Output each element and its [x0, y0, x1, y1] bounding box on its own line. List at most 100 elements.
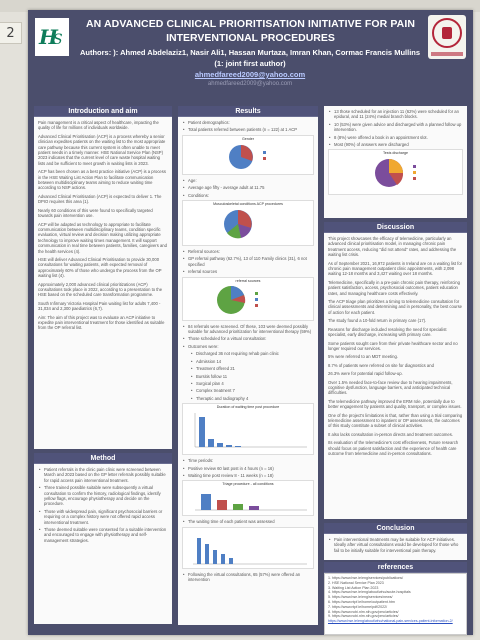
seal-banner [431, 52, 463, 56]
method-panel: Patient referrals in the clinic pain cli… [34, 464, 172, 624]
legend-swatch [263, 150, 266, 154]
conditions-chart: Musculoskeletal conditions ACP procedure… [182, 200, 314, 247]
chart-title: referral sources [235, 278, 261, 283]
contact-email-secondary: ahmedfareed2009@yahoo.com [207, 81, 293, 87]
discussion-paragraph: Telemedicine, specifically in a pre-pain… [328, 279, 460, 296]
results-line: Following the virtual consultations, 65 … [182, 572, 314, 583]
poster-header: H S AN ADVANCED CLINICAL PRIORITISATION … [28, 10, 473, 102]
conclusion-heading: Conclusion [324, 523, 467, 534]
bar [229, 557, 233, 564]
discussion-paragraph: Some patients sought care from their pri… [328, 340, 458, 351]
outcome-item: Bursitis follow 11 [190, 374, 314, 380]
legend-swatch [413, 171, 416, 175]
poster-title-line-2: INTERVENTIONAL PROCEDURES [166, 32, 335, 44]
pie-slice-gender-b [241, 144, 253, 161]
references-heading: references [324, 562, 467, 573]
outcome-item: Theraptic and radiography 4 [190, 396, 314, 402]
adjacent-poster-tab: 2 [0, 22, 22, 44]
discussion-panel: This project showcases the efficacy of t… [324, 233, 467, 519]
results-line: Waiting time post review 8 - 11 weeks (n… [182, 473, 314, 479]
wall-background [0, 0, 480, 12]
legend-swatch [413, 165, 416, 169]
results-line: Average age fifty - average adult at 11.… [182, 185, 314, 191]
pie-slice-discharge-c [389, 173, 404, 186]
legend-swatch [263, 156, 266, 160]
conclusion-panel: Pain interventional treatments may be su… [324, 534, 467, 560]
results-line: Time periods: [182, 458, 314, 464]
results-line: Total patients referred between patients… [182, 127, 314, 133]
legend-swatch [255, 297, 258, 301]
bar [197, 537, 201, 564]
discussion-heading: Discussion [324, 222, 467, 233]
svg-text:S: S [53, 32, 63, 48]
discussion-paragraph: As of September 2021, 16,972 patients in… [328, 260, 463, 277]
bar [201, 494, 211, 511]
results-line: Outcomes were: [182, 344, 314, 350]
results-line: GP referral pathway (62.7%), 13 of 110 F… [182, 256, 314, 267]
legend-swatch [255, 303, 258, 307]
poster-title-line-1: AN ADVANCED CLINICAL PRIORITISATION INIT… [85, 18, 416, 30]
results-line: The waiting time of each patient was ass… [182, 519, 314, 525]
results-bullet: 8 (8%) were offered a book in an appoint… [328, 135, 463, 141]
bar [217, 500, 227, 511]
reference-item: 5. https://www.hse.ie/eng/services/news/ [328, 595, 393, 600]
results-line: Age: [182, 178, 314, 184]
bar [205, 543, 209, 564]
svg-text:H: H [38, 25, 59, 49]
discussion-paragraph: 5% were referred to an MDT meeting. [328, 354, 398, 360]
reference-item: 8. https://www.ncbi.nlm.nih.gov/pmc/arti… [328, 609, 399, 614]
intro-paragraph: HSE will deliver Advanced Clinical Prior… [38, 256, 162, 279]
outcome-list: Discharged 36 not requiring rehab pain c… [182, 351, 314, 401]
outcome-item: Treatment offered 21 [190, 366, 314, 372]
discussion-paragraph: Its evaluation of the telemedicine's cos… [328, 440, 459, 456]
chart-title: Triage procedure - all conditions [222, 482, 274, 487]
pie-slice-conditions-d [227, 224, 241, 239]
bar [233, 504, 243, 511]
results-heading: Results [178, 106, 318, 117]
outcome-item: Discharged 36 not requiring rehab pain c… [190, 351, 314, 357]
reference-item: 1. https://www.hse.ie/eng/services/publi… [328, 576, 404, 580]
discussion-paragraph: The telemedicine pathway improved the ER… [328, 398, 462, 410]
intro-paragraph: ACP has been chosen as a best practice i… [38, 169, 166, 191]
results-line: Patient demographics: [182, 120, 314, 126]
referral-sources-chart: referral sources [182, 276, 314, 321]
discharge-pie-chart: Tests discharge [328, 149, 463, 196]
discussion-paragraph: 8.7% of patients were referred on site f… [328, 362, 434, 368]
discussion-paragraph: The study found a 10-fold return in prim… [328, 318, 427, 324]
results-bullet: Most (90%) of answers were discharged [328, 142, 463, 148]
pie-slice-referral-b [231, 285, 244, 300]
gender-chart: Gender [182, 134, 314, 175]
chart-title: Duration of waiting time post procedure [216, 405, 280, 410]
reference-link[interactable]: https://www.hse.ie/eng/about/who/nationa… [328, 619, 453, 624]
discussion-paragraph: One of the project's limitations is that… [328, 412, 463, 429]
hse-logo: H S [35, 18, 69, 56]
pie-slice-conditions-b [238, 210, 252, 229]
results-bullet: 13 those scheduled for an injection 11 (… [328, 109, 463, 120]
conclusion-bullet: Pain interventional treatments may be su… [328, 537, 463, 553]
intro-paragraph: ACP will be adapted as technology to app… [38, 221, 167, 254]
results-bullet: 10 (53%) were given advice and discharge… [328, 122, 463, 133]
bar [199, 417, 205, 448]
bar [217, 443, 223, 448]
legend-swatch [255, 291, 258, 295]
column-introduction: Introduction and aim Pain management is … [34, 106, 172, 624]
results-line: Those scheduled for a virtual consultati… [182, 336, 314, 342]
method-bullet: Three trained possible suitable were sub… [38, 485, 168, 507]
outcome-item: Complex treatment 7 [190, 388, 314, 394]
contact-email[interactable]: ahmedfareed2009@yahoo.com [194, 70, 306, 79]
aim-paragraph: Aim: The aim of this project was to eval… [38, 314, 165, 331]
results-line: Conditions: [182, 193, 314, 199]
reference-item: 6. https://www.ntpf.ie/home/outpatient.h… [328, 599, 395, 604]
intro-paragraph: Advanced Clinical Prioritisation (ACP) i… [38, 133, 166, 166]
results-line: 84 referrals were screened. Of these, 10… [182, 324, 314, 335]
poster-authors: Authors: ): Ahmed Abdelaziz1, Nasir Ali1… [79, 48, 421, 57]
intro-paragraph: Pain management is a critical aspect of … [38, 120, 159, 131]
pie-slice-conditions-c [238, 224, 251, 239]
method-bullet: Those with widespread pain, significant … [38, 509, 168, 525]
method-heading: Method [34, 453, 172, 464]
waiting-time-chart: Duration of waiting time post procedure [182, 403, 314, 456]
results-line: referral sources [182, 269, 314, 275]
chart-title: Tests discharge [383, 151, 408, 156]
results-line: Positive review 60 last post in 4 hours … [182, 466, 314, 472]
reference-item: 4. https://www.hse.ie/eng/about/who/acut… [328, 590, 411, 595]
